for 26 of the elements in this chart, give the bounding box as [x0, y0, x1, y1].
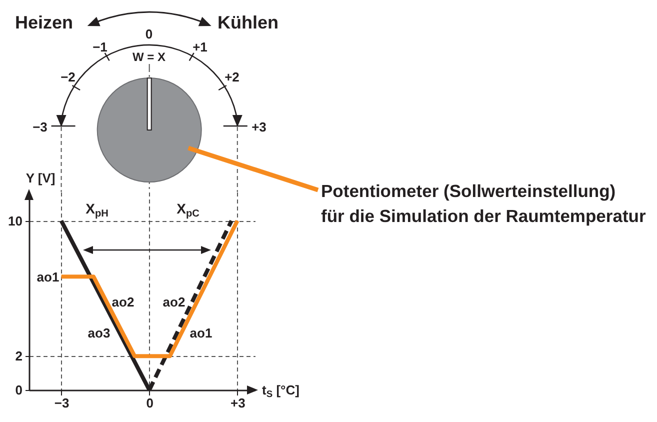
- text: Heizen: [14, 12, 74, 34]
- x-tick-label: 0: [146, 396, 154, 410]
- text: −1: [92, 38, 108, 56]
- annotation: ao1: [190, 324, 212, 342]
- text: −2: [60, 68, 76, 86]
- x-axis-title: t$_{S}$ [°C]: [262, 381, 300, 400]
- x-tick-label: +3: [230, 396, 246, 410]
- y-tick-label: 10: [8, 213, 22, 228]
- x-tick-label: −3: [54, 396, 70, 410]
- annotation: X$_{pH}$: [86, 200, 108, 220]
- y-axis-title: Y [V]: [26, 170, 56, 186]
- annotation: X$_{pC}$: [176, 200, 200, 220]
- y-tick-label: 2: [15, 348, 22, 364]
- annotation: ao3: [88, 324, 110, 342]
- text: W = X: [132, 49, 166, 66]
- y-tick-label: 0: [15, 382, 22, 398]
- annotation: ao2: [112, 293, 134, 312]
- text: Potentiometer (Sollwerteinstellung) für die Simulation der Raumtemperatur: [321, 180, 646, 228]
- annotation: ao1: [36, 268, 60, 286]
- annotation: ao2: [162, 293, 186, 312]
- text: +2: [224, 68, 240, 86]
- text: +3: [252, 118, 266, 136]
- text: Kühlen: [218, 12, 278, 34]
- text: 0: [145, 25, 153, 44]
- text: −3: [32, 118, 48, 136]
- text: +1: [192, 38, 208, 56]
